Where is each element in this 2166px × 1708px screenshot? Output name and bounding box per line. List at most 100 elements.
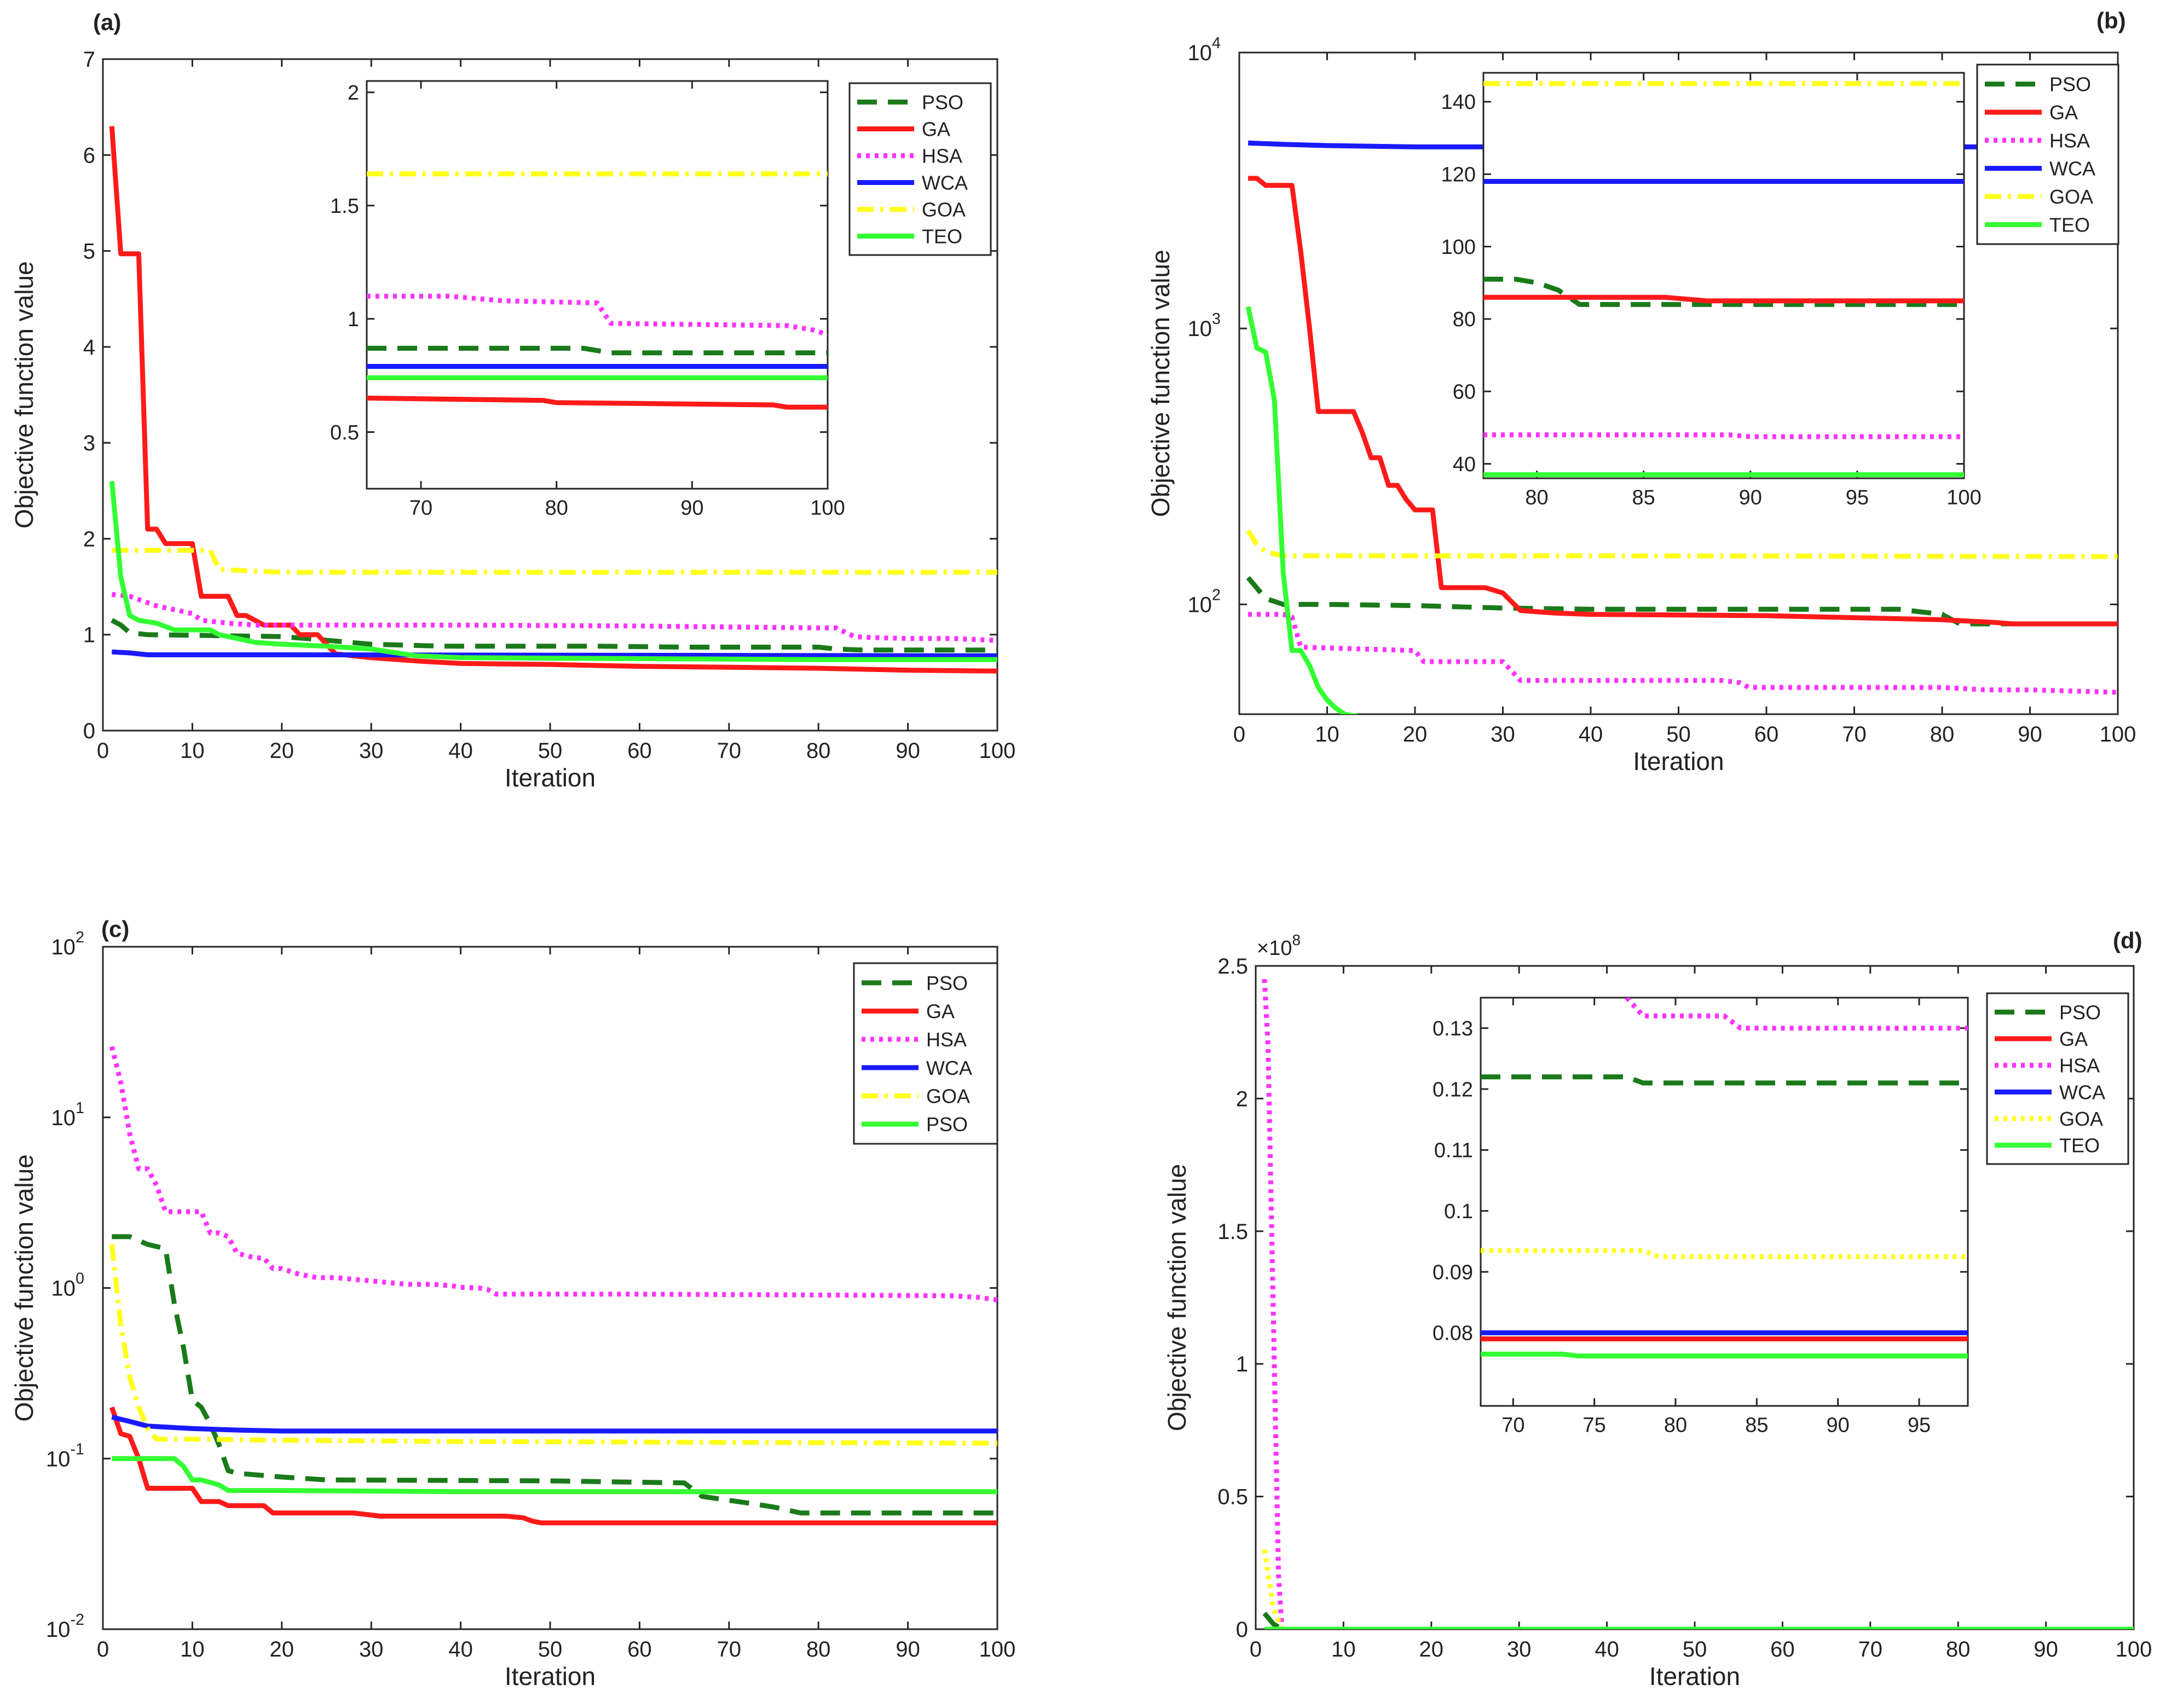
y-axis-label: Objective function value — [10, 1154, 38, 1421]
series-line-hsa — [1262, 979, 2134, 1629]
panel-d: 0 10 20 30 40 50 60 70 80 90 100 0 0.5 1 1.5 2 2.5 (d) Ite… — [1163, 928, 2152, 1690]
panel-a-x-tick-label: 40 — [448, 739, 473, 763]
inset-y-tick-label: 40 — [1453, 453, 1476, 476]
inset-x-tick-label: 95 — [1908, 1414, 1931, 1437]
panel-b-x-tick-label: 30 — [1491, 722, 1515, 746]
panel-a-y-tick-label: 4 — [83, 335, 95, 360]
legend-label: GA — [922, 118, 950, 141]
panel-a-y-tick-label: 6 — [83, 143, 95, 167]
legend-label: GOA — [922, 199, 966, 221]
series-line-pso — [112, 1234, 997, 1516]
inset-y-tick-label: 60 — [1453, 381, 1476, 404]
panel-d-x-tick-label: 100 — [2116, 1637, 2152, 1661]
series-line-goa — [109, 1244, 997, 1446]
inset-y-tick-label: 0.13 — [1433, 1017, 1473, 1040]
panel-a-x-tick-label: 10 — [180, 739, 205, 763]
inset-line-goa — [1481, 1248, 1968, 1259]
panel-b-x-tick-label: 90 — [2018, 722, 2042, 746]
legend-label: GOA — [2059, 1108, 2103, 1130]
legend-label: PSO — [926, 972, 968, 994]
series-line-ga — [109, 1406, 997, 1526]
inset-y-tick-label: 2 — [348, 82, 359, 105]
inset-plot-frame — [1482, 72, 1965, 479]
panel-b-x-tick-label: 20 — [1403, 722, 1428, 746]
panel-b-x-tick-label: 10 — [1315, 722, 1339, 746]
panel-a-y-tick-label: 2 — [83, 527, 95, 551]
inset-y-tick-label: 120 — [1441, 164, 1476, 187]
inset-line-teo — [1481, 1351, 1968, 1359]
legend-label: WCA — [922, 172, 968, 194]
panel-b-x-tick-label: 50 — [1666, 722, 1691, 746]
series-line-pso — [1246, 576, 2118, 627]
legend: PSO GA HSA WCA GOA TEO — [1986, 992, 2129, 1165]
panel-a-series — [109, 126, 997, 674]
inset-y-tick-label: 0.11 — [1434, 1139, 1473, 1162]
series-line-pso — [1262, 1612, 2134, 1629]
inset-series — [1481, 998, 1968, 1359]
inset-y-tick-label: 0.09 — [1433, 1261, 1473, 1284]
x-axis-label: Iteration — [505, 1662, 596, 1690]
panel-c-x-tick-label: 70 — [717, 1637, 742, 1661]
inset-a: 70 80 90 100 0.5 1 1.5 2 — [330, 80, 845, 520]
panel-d-x-tick-label: 60 — [1770, 1637, 1795, 1661]
inset-y-tick-label: 0.5 — [330, 421, 359, 444]
panel-b-x-tick-label: 80 — [1930, 722, 1955, 746]
inset-y-tick-label: 140 — [1441, 91, 1476, 114]
series-line-ga — [1248, 176, 2118, 627]
legend-box — [1976, 63, 2119, 245]
inset-x-tick-label: 70 — [409, 497, 432, 520]
panel-b-x-tick-label: 40 — [1579, 722, 1603, 746]
inset-line-pso — [367, 345, 828, 356]
legend: PSO GA HSA WCA GOA TEO — [1976, 63, 2119, 245]
legend-label: GOA — [926, 1085, 970, 1108]
legend-label: WCA — [926, 1057, 972, 1079]
panel-a-y-tick-label: 3 — [83, 431, 95, 455]
legend-label: TEO — [922, 225, 962, 248]
panel-c-y-tick-label: 101 — [51, 1099, 84, 1130]
series-line-hsa — [111, 592, 997, 643]
panel-d-y-tick-label: 1.5 — [1217, 1220, 1248, 1244]
series-line-goa — [1262, 1549, 2134, 1629]
inset-y-tick-label: 1 — [348, 308, 359, 331]
panel-c-x-tick-label: 40 — [448, 1637, 473, 1661]
panel-d-x-tick-label: 0 — [1250, 1637, 1262, 1661]
legend-label: WCA — [2049, 158, 2095, 180]
inset-x-tick-label: 100 — [810, 497, 845, 520]
panel-d-x-tick-label: 10 — [1331, 1637, 1356, 1661]
panel-label: (d) — [2113, 928, 2142, 953]
inset-y-tick-label: 80 — [1453, 308, 1476, 331]
panel-d-series — [1262, 979, 2134, 1629]
panel-d-x-tick-label: 20 — [1419, 1637, 1444, 1661]
panel-d-y-tick-label: 2 — [1236, 1087, 1248, 1111]
panel-label: (a) — [93, 9, 121, 35]
inset-x-tick-label: 80 — [545, 497, 568, 520]
legend-label: WCA — [2059, 1081, 2105, 1103]
inset-x-tick-label: 75 — [1583, 1414, 1606, 1437]
panel-a-y-tick-label: 1 — [83, 623, 95, 647]
inset-line-pso — [1483, 276, 1964, 307]
legend-label: HSA — [2059, 1055, 2100, 1077]
legend-label: HSA — [2049, 129, 2090, 152]
panel-c-x-tick-label: 80 — [806, 1637, 831, 1661]
inset-x-tick-label: 100 — [1946, 487, 1981, 509]
panel-d-x-tick-label: 90 — [2034, 1637, 2058, 1661]
inset-plot-frame — [1480, 997, 1969, 1407]
inset-x-tick-label: 95 — [1846, 487, 1869, 509]
inset-y-tick-label: 0.08 — [1433, 1322, 1473, 1345]
panel-d-x-tick-label: 80 — [1946, 1637, 1971, 1661]
y-multiplier: ×108 — [1257, 931, 1301, 960]
inset-line-hsa — [1625, 998, 1968, 1031]
panel-b-x-tick-label: 60 — [1754, 722, 1779, 746]
y-axis-label: Objective function value — [1146, 250, 1175, 517]
x-axis-label: Iteration — [505, 763, 596, 792]
legend-label: PSO — [922, 91, 963, 114]
series-line-hsa — [1248, 612, 2118, 695]
legend-box — [1986, 992, 2129, 1165]
inset-line-hsa — [1483, 432, 1964, 439]
legend-box — [853, 962, 998, 1145]
panel-a-y-tick-label: 0 — [83, 719, 95, 743]
legend-label: GA — [2059, 1028, 2088, 1050]
y-axis-label: Objective function value — [10, 261, 38, 528]
panel-a-x-tick-label: 30 — [359, 739, 384, 763]
